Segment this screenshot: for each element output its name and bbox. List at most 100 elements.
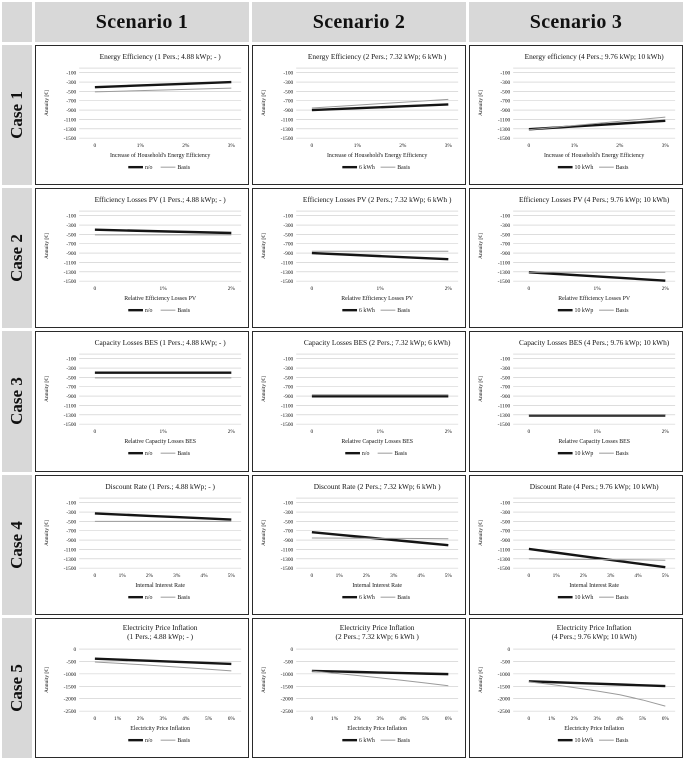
case-2-label: Case 2 xyxy=(2,188,32,329)
y-tick-label: -1500 xyxy=(64,422,77,428)
y-tick-label: -1500 xyxy=(64,684,77,690)
x-axis-label: Relative Capacity Losses BES xyxy=(341,440,413,446)
y-axis-label: Annuity [€] xyxy=(478,520,484,546)
x-tick-label: 0 xyxy=(94,429,97,435)
y-tick-label: 0 xyxy=(508,647,511,653)
y-tick-label: -900 xyxy=(283,538,293,544)
y-tick-label: -300 xyxy=(66,223,76,229)
x-tick-label: 1% xyxy=(548,716,556,722)
legend-label: Basis xyxy=(397,595,410,601)
y-tick-label: -100 xyxy=(500,71,510,77)
x-axis-label: Relative Efficiency Losses PV xyxy=(124,295,197,302)
y-tick-label: -2500 xyxy=(281,709,294,715)
y-tick-label: -500 xyxy=(283,659,293,665)
legend-label: Basis xyxy=(616,595,629,601)
x-tick-label: 5% xyxy=(205,716,213,722)
x-axis-label: Relative Capacity Losses BES xyxy=(558,440,630,446)
x-tick-label: 3% xyxy=(445,143,453,149)
y-tick-label: -100 xyxy=(500,214,510,220)
x-tick-label: 1% xyxy=(119,573,127,579)
x-tick-label: 2% xyxy=(616,143,624,149)
chart-svg: Discount Rate (4 Pers.; 9.76 kWp; 10 kWh… xyxy=(478,482,676,601)
case-3-label: Case 3 xyxy=(2,331,32,472)
y-tick-label: -1500 xyxy=(281,279,294,285)
x-tick-label: 0 xyxy=(94,716,97,722)
y-tick-label: -1300 xyxy=(64,270,77,276)
x-tick-label: 1% xyxy=(160,429,168,435)
chart-case2-scenario1: Efficiency Losses PV (1 Pers.; 4.88 kWp;… xyxy=(35,188,249,329)
y-tick-label: -1500 xyxy=(64,136,77,142)
chart-title: Efficiency Losses PV (1 Pers.; 4.88 kWp;… xyxy=(95,195,227,204)
x-tick-label: 0 xyxy=(311,573,314,579)
y-tick-label: -1100 xyxy=(281,404,294,410)
y-tick-label: -500 xyxy=(66,519,76,525)
chart-case4-scenario2: Discount Rate (2 Pers.; 7.32 kWp; 6 kWh … xyxy=(252,474,466,615)
y-tick-label: -900 xyxy=(500,538,510,544)
chart-svg: Capacity Losses BES (1 Pers.; 4.88 kWp; … xyxy=(44,338,242,458)
legend-label: 6 kWh xyxy=(359,308,375,314)
x-tick-label: 2% xyxy=(662,429,670,435)
x-tick-label: 5% xyxy=(639,716,647,722)
chart-title: Discount Rate (1 Pers.; 4.88 kWp; - ) xyxy=(105,482,215,491)
x-tick-label: 0 xyxy=(528,716,531,722)
series-6-kwh xyxy=(311,103,449,112)
y-tick-label: -1100 xyxy=(64,117,77,123)
chart-case1-scenario2: Energy Efficiency (2 Pers.; 7.32 kWp; 6 … xyxy=(252,45,466,186)
series-basis xyxy=(94,661,232,672)
y-tick-label: -900 xyxy=(66,251,76,257)
chart-title: Discount Rate (2 Pers.; 7.32 kWp; 6 kWh … xyxy=(314,482,441,491)
x-tick-label: 0 xyxy=(528,143,531,149)
y-tick-label: -100 xyxy=(66,357,76,363)
y-tick-label: -500 xyxy=(500,659,510,665)
y-axis-label: Annuity [€] xyxy=(44,376,50,402)
x-axis-label: Electricity Price Inflation xyxy=(347,725,407,732)
scenario-1-header: Scenario 1 xyxy=(35,2,249,42)
series-n-o xyxy=(94,228,232,235)
y-tick-label: -1100 xyxy=(498,117,511,123)
y-tick-label: -1100 xyxy=(498,404,511,410)
y-tick-label: -2000 xyxy=(64,696,77,702)
y-tick-label: -2000 xyxy=(281,696,294,702)
y-tick-label: -900 xyxy=(66,394,76,400)
x-tick-label: 3% xyxy=(173,573,181,579)
x-tick-label: 0 xyxy=(311,286,314,292)
chart-title: (2 Pers.; 7.32 kWp; 6 kWh ) xyxy=(336,632,420,641)
legend-label: 10 kWp xyxy=(575,452,594,458)
chart-svg: Efficiency Losses PV (1 Pers.; 4.88 kWp;… xyxy=(44,195,242,314)
y-tick-label: -1300 xyxy=(498,556,511,562)
x-tick-label: 1% xyxy=(114,716,122,722)
y-tick-label: -500 xyxy=(66,89,76,95)
legend-label: Basis xyxy=(616,165,629,171)
case-5-label: Case 5 xyxy=(2,617,32,758)
y-tick-label: -1500 xyxy=(498,684,511,690)
chart-svg: Discount Rate (1 Pers.; 4.88 kWp; - ) -10… xyxy=(44,482,242,601)
y-axis-label: Annuity [€] xyxy=(261,667,267,693)
x-tick-label: 6% xyxy=(445,716,453,722)
legend-label: n/o xyxy=(145,452,153,458)
legend-label: Basis xyxy=(177,738,190,744)
y-tick-label: -500 xyxy=(500,89,510,95)
x-tick-label: 1% xyxy=(336,573,344,579)
x-tick-label: 6% xyxy=(662,716,670,722)
y-axis-label: Annuity [€] xyxy=(478,376,484,402)
series-basis xyxy=(528,681,666,707)
y-tick-label: -100 xyxy=(66,500,76,506)
series-basis xyxy=(311,670,449,687)
chart-case2-scenario3: Efficiency Losses PV (4 Pers.; 9.76 kWp;… xyxy=(469,188,683,329)
y-tick-label: -1300 xyxy=(281,270,294,276)
legend-label: 6 kWh xyxy=(359,738,375,744)
y-tick-label: -500 xyxy=(500,376,510,382)
y-tick-label: -900 xyxy=(283,394,293,400)
series-basis xyxy=(528,557,666,561)
x-tick-label: 3% xyxy=(594,716,602,722)
x-axis-label: Relative Capacity Losses BES xyxy=(124,440,196,446)
legend-label: 6 kWh xyxy=(359,165,375,171)
y-tick-label: -300 xyxy=(500,223,510,229)
series-10-kwh xyxy=(528,679,666,688)
y-tick-label: -300 xyxy=(66,80,76,86)
y-tick-label: -2000 xyxy=(498,696,511,702)
chart-case3-scenario1: Capacity Losses BES (1 Pers.; 4.88 kWp; … xyxy=(35,331,249,472)
chart-svg: Energy Efficiency (2 Pers.; 7.32 kWp; 6 … xyxy=(261,52,459,171)
x-tick-label: 2% xyxy=(146,573,154,579)
legend-label: Basis xyxy=(616,738,629,744)
